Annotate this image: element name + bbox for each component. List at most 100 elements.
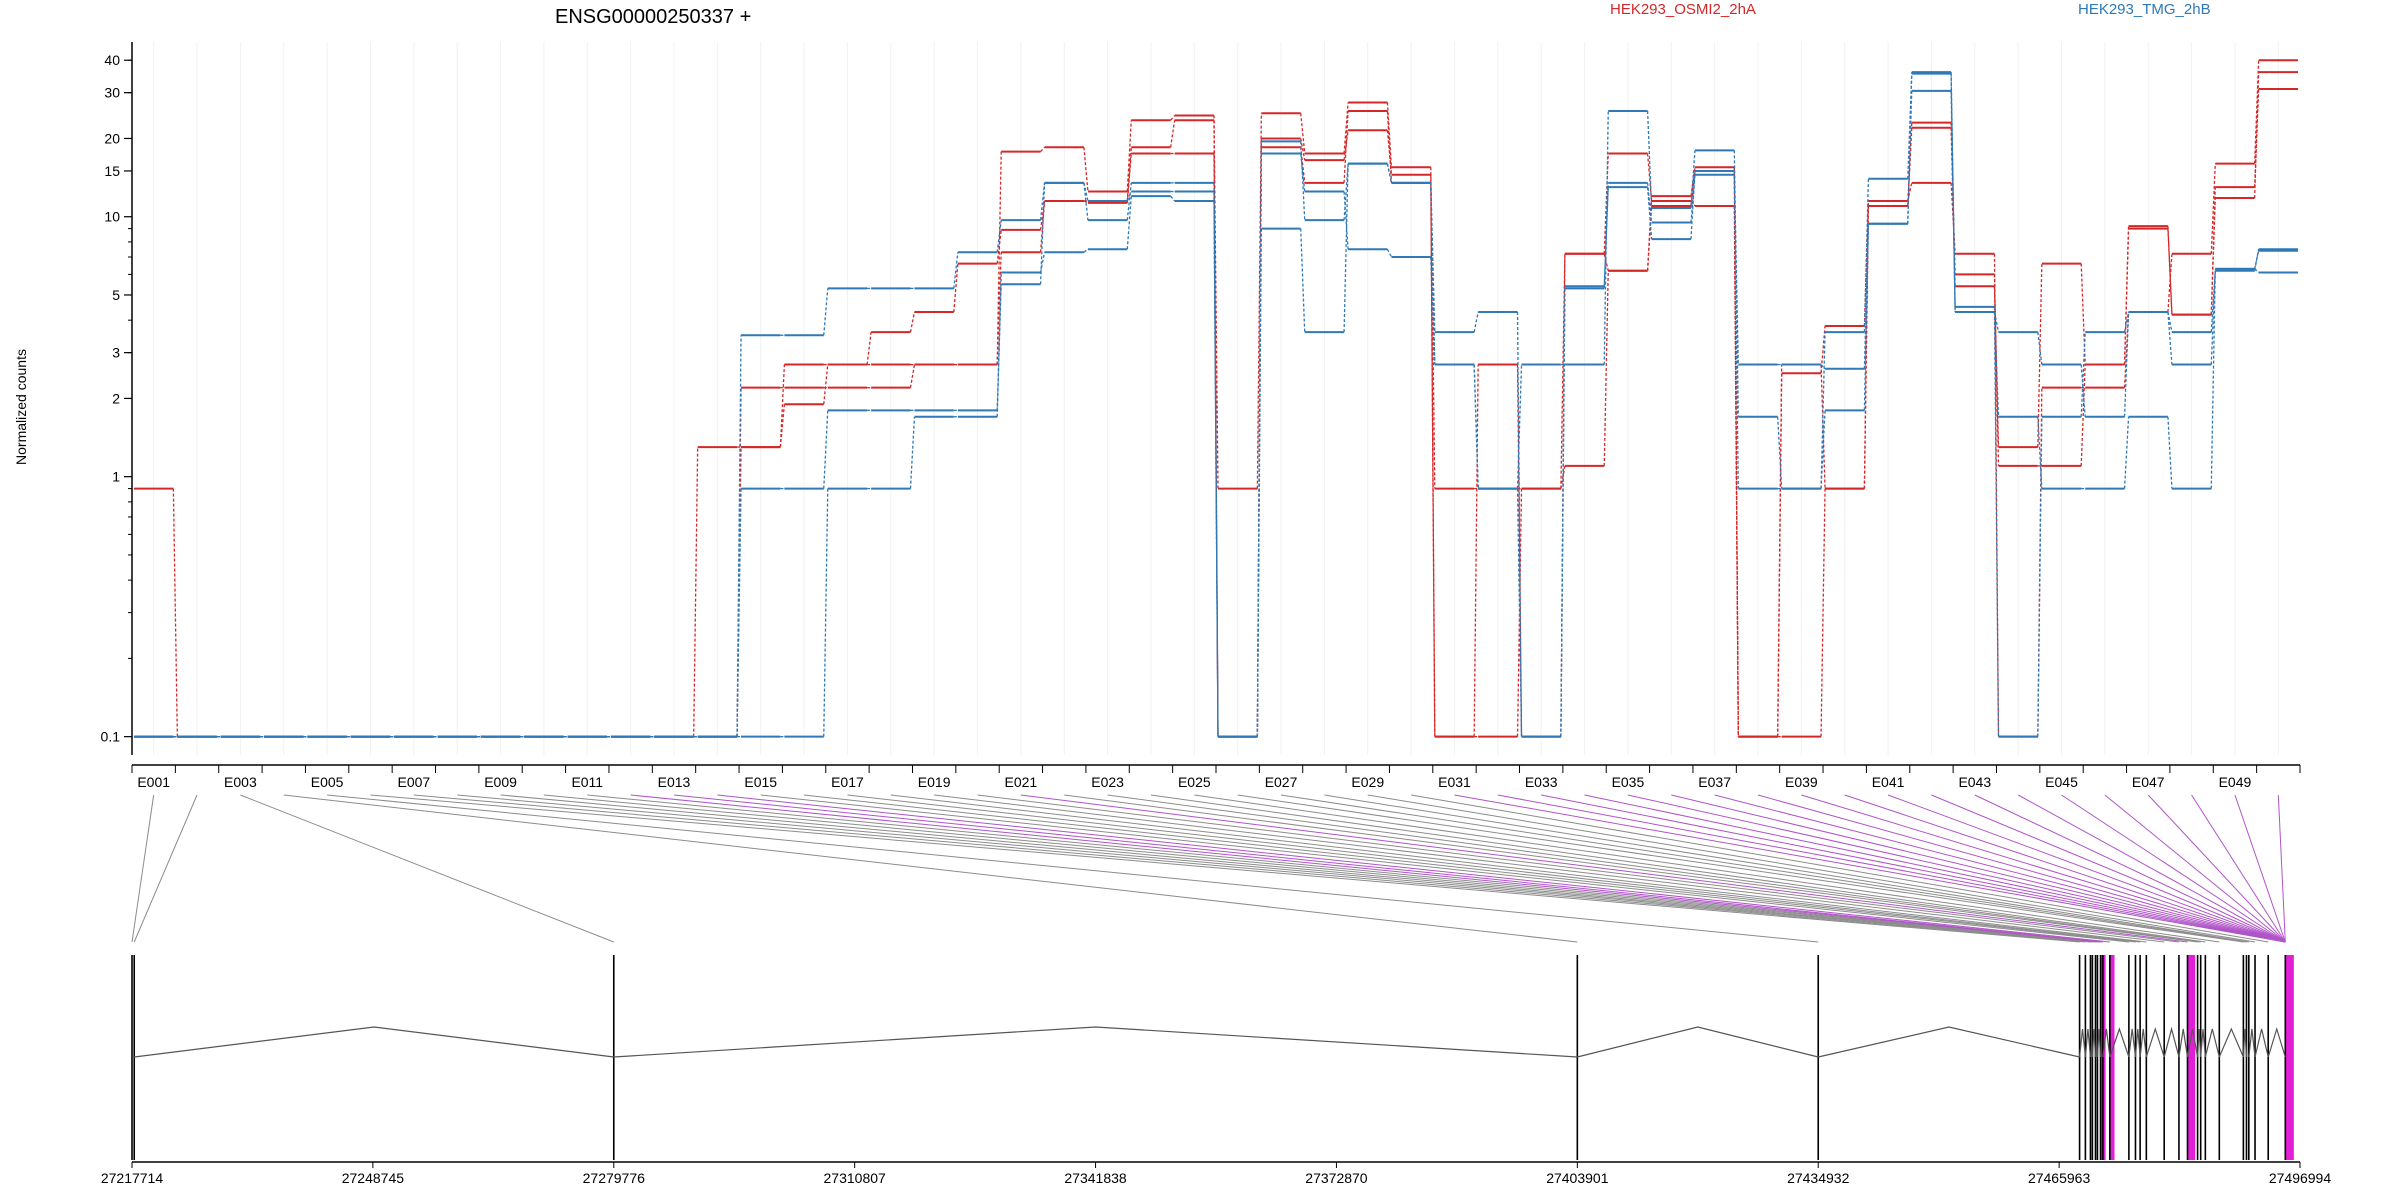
intron-line <box>1577 1026 1819 1058</box>
connector-segment <box>1777 416 1783 489</box>
connector-segment <box>1603 270 1609 466</box>
y-tick-label: 40 <box>104 52 120 68</box>
exon-connector <box>1237 794 2244 943</box>
exon-label: E011 <box>571 774 603 790</box>
connector-segment <box>1820 332 1826 489</box>
exon-label: E023 <box>1091 774 1124 790</box>
exon-label: E017 <box>831 774 864 790</box>
exon-connector <box>1887 794 2286 943</box>
connector-segment <box>866 331 872 365</box>
connector-segment <box>2254 268 2260 274</box>
exon-label: E019 <box>918 774 951 790</box>
intron-line <box>2186 1028 2199 1058</box>
connector-segment <box>1733 170 1739 489</box>
connector-segment <box>1083 182 1089 202</box>
connector-segment <box>1820 488 1826 737</box>
exon-connector <box>1497 794 2286 943</box>
connector-segment <box>2037 331 2043 365</box>
intron-line <box>2178 1028 2189 1058</box>
connector-segment <box>1126 191 1132 202</box>
exon-label: E021 <box>1005 774 1038 790</box>
connector-segment <box>909 364 916 388</box>
connector-segment <box>1560 465 1566 489</box>
exon-connector <box>131 794 155 943</box>
connector-segment <box>1907 182 1913 202</box>
coord-tick-label: 27248745 <box>342 1170 405 1186</box>
exon-connector <box>2234 794 2286 943</box>
intron-line <box>2145 1027 2165 1058</box>
connector-segment <box>996 252 1002 365</box>
connector-segment <box>1083 248 1089 253</box>
exon-connector <box>1367 794 2256 943</box>
exon-connector <box>1671 794 2286 943</box>
exon-connector <box>630 794 2101 943</box>
connector-segment <box>953 263 959 313</box>
exon-connector <box>1107 794 2201 943</box>
series-6 <box>134 72 2298 738</box>
exon-label: E033 <box>1525 774 1558 790</box>
exon-connector <box>1454 794 2286 943</box>
exon-label: E049 <box>2219 774 2252 790</box>
exon-label: E007 <box>397 774 430 790</box>
intron-line <box>2091 1028 2097 1058</box>
connector-segment <box>1300 153 1306 192</box>
coord-tick-label: 27310807 <box>824 1170 887 1186</box>
chart-title: ENSG00000250337 + <box>555 6 751 28</box>
intron-line <box>2196 1028 2202 1058</box>
exon-connector <box>673 794 2103 943</box>
exon-connector <box>2104 794 2286 943</box>
connector-segment <box>1907 122 1913 206</box>
exon-connector <box>1194 794 2220 943</box>
connector-segment <box>1343 110 1349 183</box>
legend-entry-osmi2: HEK293_OSMI2_2hA <box>1610 1 1756 18</box>
connector-segment <box>1169 120 1176 148</box>
intron-line <box>2134 1028 2141 1058</box>
highlighted-exon-block <box>2187 955 2196 1160</box>
connector-segment <box>1430 256 1436 365</box>
connector-segment <box>1040 146 1046 153</box>
connector-segment <box>953 252 959 289</box>
exon-connector <box>847 794 2141 943</box>
exon-connector <box>760 794 2129 943</box>
exon-connector <box>587 794 2098 943</box>
connector-segment <box>2037 263 2043 448</box>
exon-label: E025 <box>1178 774 1211 790</box>
intron-line <box>2109 1027 2130 1058</box>
connector-segment <box>2167 311 2173 333</box>
connector-segment <box>1126 196 1132 250</box>
connector-segment <box>1646 153 1653 201</box>
exon-connector <box>1411 794 2269 943</box>
exon-label: E029 <box>1351 774 1384 790</box>
connector-segment <box>779 364 786 448</box>
exon-connector <box>1627 794 2286 943</box>
connector-segment <box>1820 410 1826 489</box>
connector-segment <box>1126 153 1132 203</box>
coord-tick-label: 27403901 <box>1546 1170 1609 1186</box>
connector-segment <box>823 410 829 489</box>
connector-segment <box>1386 163 1393 183</box>
connector-segment <box>2037 416 2043 489</box>
connector-segment <box>2253 72 2260 199</box>
connector-segment <box>823 288 829 336</box>
connector-segment <box>823 488 829 737</box>
connector-segment <box>1343 163 1349 221</box>
connector-segment <box>1560 253 1566 489</box>
connector-segment <box>909 311 916 333</box>
exon-connector <box>717 794 2110 943</box>
y-tick-label: 0.1 <box>101 729 121 745</box>
connector-segment <box>2123 416 2130 489</box>
exon-connector <box>370 794 2080 943</box>
intron-line <box>2163 1026 2180 1058</box>
connector-segment <box>1733 150 1739 417</box>
connector-segment <box>1126 147 1132 201</box>
y-tick-label: 5 <box>112 287 120 303</box>
connector-segment <box>1083 182 1089 221</box>
highlighted-exon-block <box>2285 955 2294 1160</box>
coordinate-axis: 27217714 27248745 27279776 27310807 27341838… <box>101 1161 2331 1186</box>
coord-tick-label: 27434932 <box>1787 1170 1850 1186</box>
exon-connector <box>1280 794 2247 943</box>
y-axis-label: Normalized counts <box>13 349 29 465</box>
exon-connector <box>457 794 2091 943</box>
connector-segment <box>1256 153 1263 737</box>
